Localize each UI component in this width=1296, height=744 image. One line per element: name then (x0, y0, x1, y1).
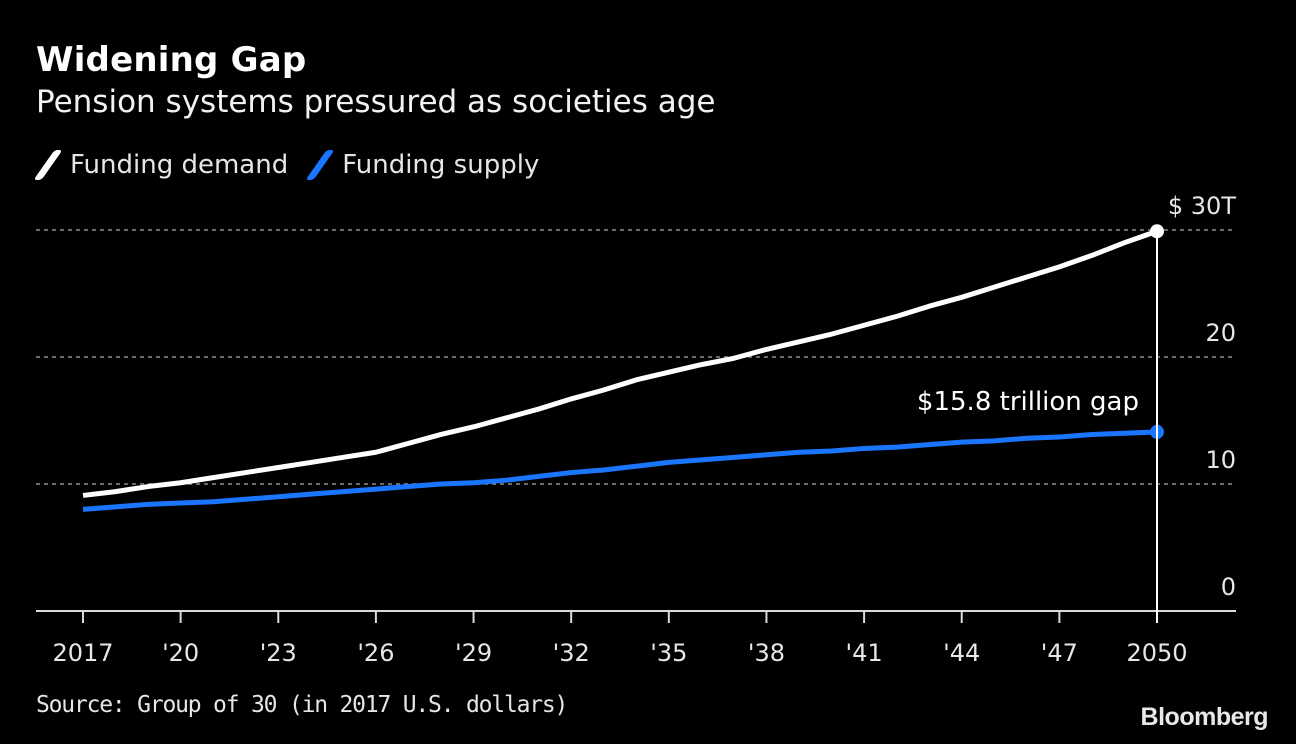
x-tick-label: '20 (162, 639, 199, 667)
x-tick-label: 2050 (1126, 639, 1187, 667)
legend-item-supply: Funding supply (305, 150, 540, 180)
tick-labels: 0 10 20 $ 30T 2017 '20 '23 '26 '29 '32 '35 '38 '41 '4… (52, 192, 1236, 667)
gridlines (36, 229, 1236, 485)
axes (36, 610, 1236, 623)
x-tick-label: '38 (748, 639, 785, 667)
annotations: $15.8 trillion gap (917, 231, 1158, 623)
y-tick-label: 10 (1205, 446, 1236, 474)
legend-item-demand: Funding demand (33, 150, 289, 180)
x-tick-label: '41 (846, 639, 883, 667)
series-line-demand (82, 228, 1158, 498)
source-note: Source: Group of 30 (in 2017 U.S. dollar… (36, 692, 568, 718)
x-tick-label: '23 (260, 639, 297, 667)
y-tick-label: $ 30T (1168, 192, 1236, 220)
x-tick-label: 2017 (52, 639, 113, 667)
gap-annotation-label: $15.8 trillion gap (917, 387, 1139, 417)
y-tick-label: 20 (1205, 319, 1236, 347)
legend-label-demand: Funding demand (70, 150, 289, 180)
legend: Funding demand Funding supply (33, 150, 559, 180)
legend-label-supply: Funding supply (342, 150, 540, 180)
x-tick-label: '35 (650, 639, 687, 667)
x-tick-label: '26 (357, 639, 394, 667)
y-tick-label: 0 (1221, 573, 1236, 601)
x-tick-label: '44 (943, 639, 980, 667)
series-line-supply (82, 429, 1158, 512)
chart-subtitle: Pension systems pressured as societies a… (36, 84, 716, 120)
x-tick-label: '32 (553, 639, 590, 667)
chart-title: Widening Gap (36, 40, 307, 80)
x-tick-label: '47 (1041, 639, 1078, 667)
x-tick-label: '29 (455, 639, 492, 667)
bloomberg-logo: Bloomberg (1140, 703, 1269, 731)
series-lines (82, 224, 1164, 512)
